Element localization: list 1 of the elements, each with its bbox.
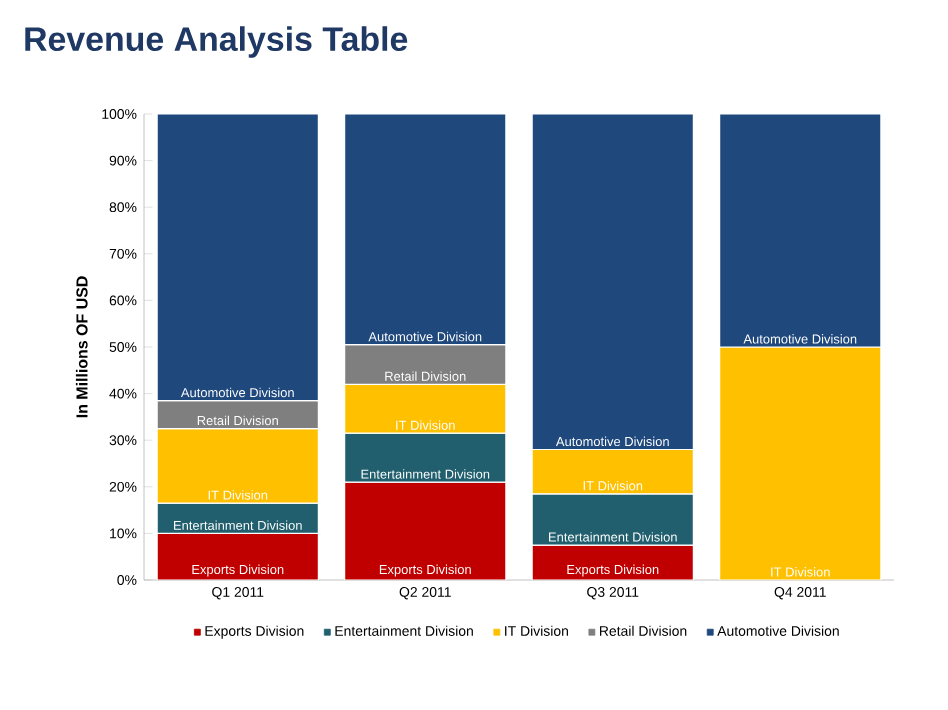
chart-title: Revenue Analysis Table xyxy=(25,26,408,58)
